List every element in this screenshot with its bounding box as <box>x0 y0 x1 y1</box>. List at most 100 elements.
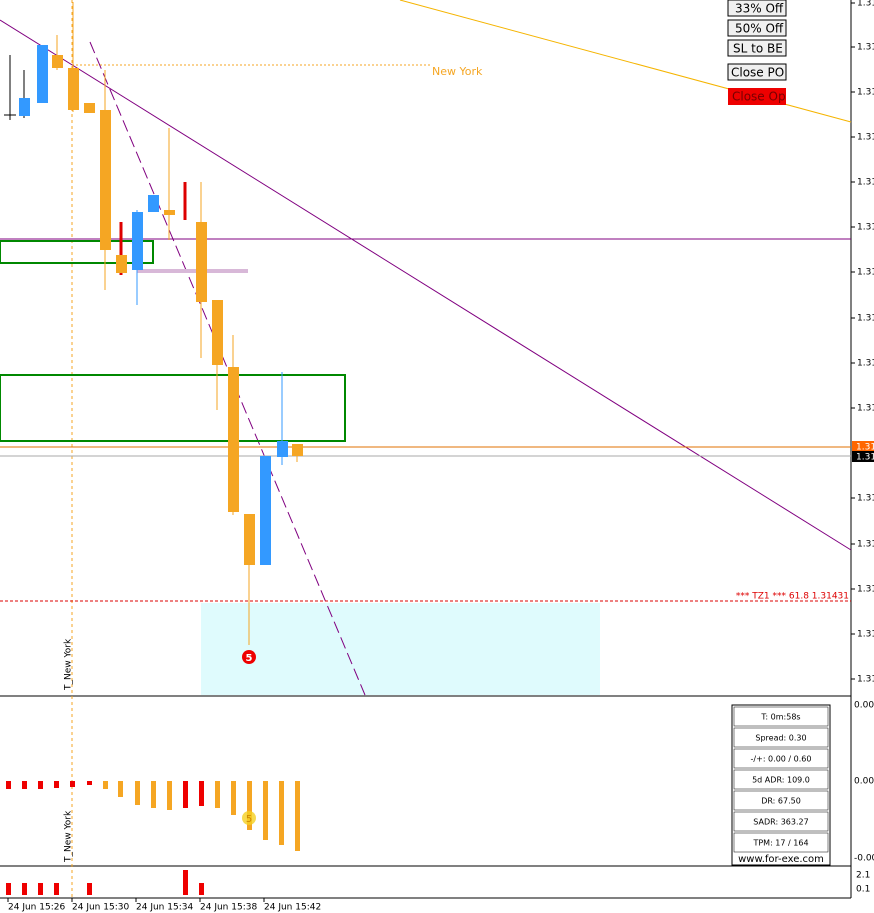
ind-marker <box>242 811 256 825</box>
price-axis-label: 1.31 <box>857 0 874 9</box>
ind-bar <box>263 781 268 840</box>
info-text: TPM: 17 / 164 <box>752 839 808 848</box>
candle <box>52 55 63 68</box>
time-axis: 24 Jun 15:26 24 Jun 15:30 24 Jun 15:34 24 J… <box>7 898 321 913</box>
candle <box>292 444 303 456</box>
session-marker: T_New York <box>64 810 74 863</box>
info-text: Spread: 0.30 <box>755 734 806 743</box>
price-axis-label: 1.31 <box>857 630 874 640</box>
price-axis-label: 1.31 <box>857 494 874 504</box>
info-row <box>733 769 829 790</box>
candle <box>100 110 111 250</box>
candle <box>148 195 159 212</box>
button-label[interactable]: SL to BE <box>733 42 783 56</box>
button[interactable]: 50% Off <box>727 19 787 37</box>
candle <box>228 367 239 512</box>
time-label: 24 Jun 15:42 <box>264 903 321 913</box>
ind-bar <box>215 781 220 808</box>
candle <box>116 255 127 273</box>
lower-bars <box>6 870 204 895</box>
button[interactable]: Close PO <box>727 63 787 81</box>
level-bar <box>137 269 248 273</box>
time-label: 24 Jun 15:30 <box>72 903 129 913</box>
ind-bar <box>279 781 284 845</box>
lower-axis-label: 0.1 <box>856 885 870 895</box>
button-label[interactable]: Close PO <box>731 66 784 80</box>
ind-bar <box>295 781 300 851</box>
price-tag <box>852 451 874 462</box>
candle <box>19 98 30 116</box>
ind-bar <box>87 781 92 785</box>
time-label: 24 Jun 15:34 <box>136 903 193 913</box>
info-text: T: 0m:58s <box>760 713 800 722</box>
ind-axis-label: 0.00 <box>854 777 874 787</box>
main-panel <box>0 0 851 695</box>
price-axis-label: 1.31 <box>857 268 874 278</box>
lower-bar <box>6 883 11 895</box>
candle <box>244 514 255 565</box>
button[interactable]: SL to BE <box>727 39 787 57</box>
lower-bar <box>38 883 43 895</box>
lower-bar <box>87 883 92 895</box>
candle <box>84 103 95 113</box>
price-axis: 1.311.311.311.311.311.311.311.311.311.31… <box>851 0 874 685</box>
price-axis-label: 1.31 <box>857 540 874 550</box>
session-label: New York <box>432 65 483 78</box>
ind-bar <box>247 781 252 830</box>
price-axis-label: 1.31 <box>857 585 874 595</box>
info-row <box>733 706 829 727</box>
info-text: DR: 67.50 <box>761 797 801 806</box>
target-zone <box>201 603 600 695</box>
price-tag-label: 1.31 <box>856 443 874 453</box>
button-label[interactable]: 33% Off <box>735 2 784 16</box>
website: www.for-exe.com <box>738 854 824 865</box>
lower-bar <box>183 870 188 895</box>
info-text: SADR: 363.27 <box>753 818 808 827</box>
info-text: -/+: 0.00 / 0.60 <box>751 755 812 764</box>
time-label: 24 Jun 15:38 <box>200 903 257 913</box>
ind-bar <box>54 781 59 788</box>
indicator-bars <box>6 781 300 851</box>
price-axis-label: 1.31 <box>857 88 874 98</box>
ind-marker-label: 5 <box>246 814 252 825</box>
ind-bar <box>22 781 27 789</box>
time-label: 24 Jun 15:26 <box>8 903 65 913</box>
info-row <box>733 748 829 769</box>
lower-bar <box>22 883 27 895</box>
session-marker: T_New York <box>64 638 74 691</box>
price-tag <box>852 441 874 452</box>
price-axis-label: 1.31 <box>857 43 874 53</box>
price-axis-label: 1.31 <box>857 133 874 143</box>
price-tag-label: 1.31 <box>856 453 874 463</box>
button[interactable]: Close Op <box>728 88 786 105</box>
candle <box>260 456 271 565</box>
candle <box>277 441 288 457</box>
info-row <box>733 790 829 811</box>
trend-line <box>0 19 852 551</box>
lower-bar <box>199 883 204 895</box>
price-axis-label: 1.31 <box>857 404 874 414</box>
ind-bar <box>199 781 204 806</box>
candle <box>68 68 79 110</box>
price-axis-label: 1.31 <box>857 178 874 188</box>
ind-axis-label: 0.00 <box>854 701 874 711</box>
ind-bar <box>38 781 43 789</box>
ind-bar <box>103 781 108 789</box>
candle <box>196 222 207 302</box>
info-row <box>733 832 829 853</box>
button[interactable]: 33% Off <box>727 0 787 17</box>
button-label[interactable]: 50% Off <box>735 22 784 36</box>
candle <box>164 210 175 215</box>
lower-bar <box>54 883 59 895</box>
button-label[interactable]: Close Op <box>732 90 786 104</box>
ind-bar <box>167 781 172 810</box>
price-axis-label: 1.31 <box>857 359 874 369</box>
signal-label: 5 <box>246 653 253 664</box>
candle <box>37 45 48 103</box>
ind-bar <box>151 781 156 808</box>
info-panel: T: 0m:58s Spread: 0.30 -/+: 0.00 / 0.60 5d … <box>731 704 831 866</box>
price-axis-label: 1.31 <box>857 675 874 685</box>
fib-label: *** TZ1 *** 61.8 1.31431 <box>736 592 849 602</box>
zone-box <box>0 240 154 264</box>
